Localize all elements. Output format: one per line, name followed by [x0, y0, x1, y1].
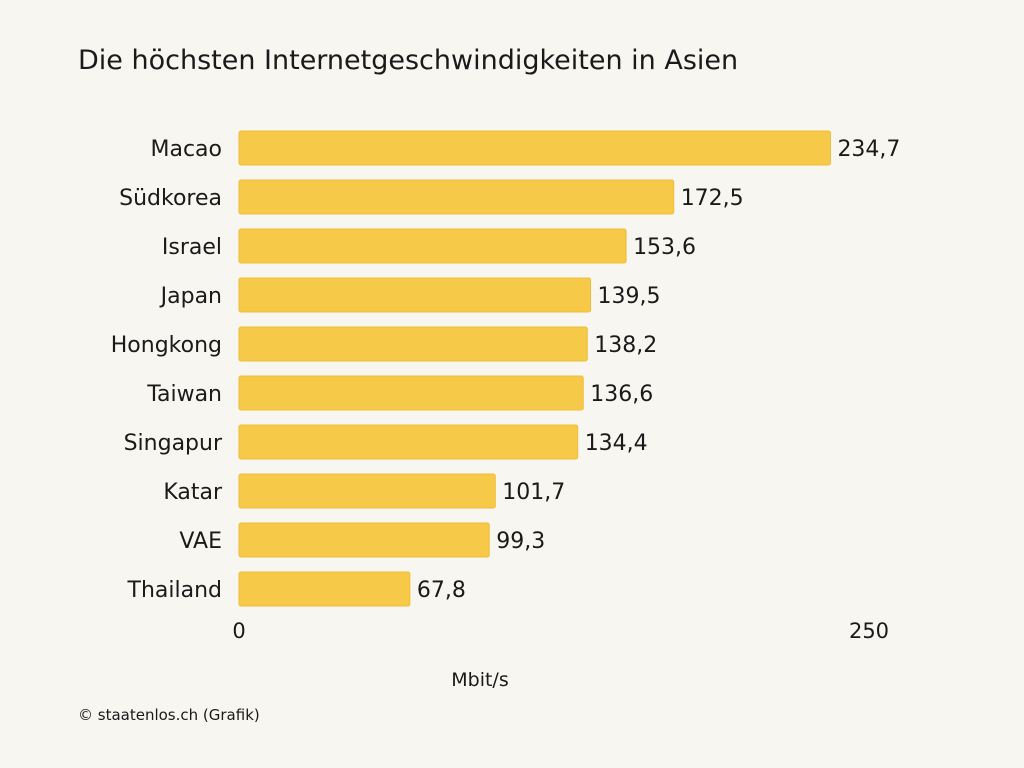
bar [238, 424, 579, 460]
value-label: 134,4 [585, 431, 648, 456]
bar [238, 375, 584, 411]
category-label: Japan [159, 284, 222, 309]
bar [238, 228, 627, 264]
credit-text: © staatenlos.ch (Grafik) [78, 706, 260, 724]
category-label: Macao [151, 137, 223, 162]
bar [238, 130, 831, 166]
value-label: 172,5 [681, 186, 744, 211]
category-label: Singapur [124, 431, 223, 456]
value-label: 136,6 [590, 382, 653, 407]
value-label: 99,3 [496, 529, 545, 554]
chart-title: Die höchsten Internetgeschwindigkeiten i… [78, 45, 738, 76]
value-label: 139,5 [598, 284, 661, 309]
category-label: Taiwan [146, 382, 222, 407]
bar [238, 179, 675, 215]
category-label: Katar [163, 480, 223, 505]
bar [238, 571, 411, 607]
bar [238, 326, 588, 362]
x-tick-min: 0 [232, 619, 245, 643]
bar [238, 277, 592, 313]
category-label: Südkorea [119, 186, 222, 211]
bar [238, 522, 490, 558]
category-label: VAE [179, 529, 222, 554]
value-label: 67,8 [417, 578, 466, 603]
category-label: Thailand [127, 578, 222, 603]
value-label: 101,7 [502, 480, 565, 505]
category-label: Hongkong [111, 333, 222, 358]
x-axis-label: Mbit/s [451, 669, 508, 691]
value-label: 138,2 [594, 333, 657, 358]
category-label: Israel [162, 235, 222, 260]
value-label: 153,6 [633, 235, 696, 260]
x-tick-max: 250 [849, 619, 889, 643]
bar [238, 473, 496, 509]
bars-group: Macao 234,7 Südkorea 172,5 Israel 153,6 Japan 1… [111, 130, 900, 607]
value-label: 234,7 [837, 137, 900, 162]
